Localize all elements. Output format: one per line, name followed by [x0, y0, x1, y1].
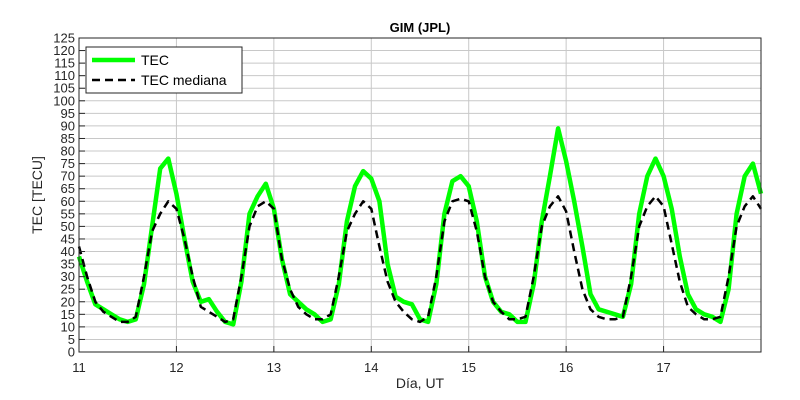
legend: TEC TEC mediana — [85, 46, 243, 94]
y-tick-label: 40 — [61, 244, 75, 259]
y-tick-label: 80 — [61, 144, 75, 159]
legend-label-tec-mediana: TEC mediana — [141, 72, 227, 88]
y-tick-label: 95 — [61, 106, 75, 121]
y-tick-label: 35 — [61, 257, 75, 272]
series-line-tec-mediana — [77, 195, 763, 324]
legend-box — [85, 46, 243, 94]
y-tick-label: 20 — [61, 294, 75, 309]
series-line-tec — [76, 126, 764, 327]
y-tick-label: 45 — [61, 231, 75, 246]
y-axis-title: TEC [TECU] — [29, 156, 45, 234]
x-tick-label: 16 — [559, 360, 573, 375]
y-tick-label: 85 — [61, 131, 75, 146]
y-tick-label: 125 — [53, 31, 75, 46]
y-tick-label: 65 — [61, 181, 75, 196]
y-tick-label: 60 — [61, 194, 75, 209]
x-tick-label: 17 — [656, 360, 670, 375]
y-tick-label: 110 — [54, 68, 75, 83]
x-tick-label: 14 — [364, 360, 378, 375]
x-tick-label: 12 — [169, 360, 183, 375]
y-tick-label: 10 — [61, 319, 75, 334]
chart-title: GIM (JPL) — [390, 20, 451, 35]
y-tick-label: 115 — [54, 56, 75, 71]
y-tick-label: 90 — [61, 118, 75, 133]
y-tick-label: 100 — [53, 93, 75, 108]
y-tick-label: 55 — [61, 206, 75, 221]
y-tick-label: 75 — [61, 156, 75, 171]
y-tick-label: 30 — [61, 269, 75, 284]
y-tick-label: 120 — [53, 43, 75, 58]
y-tick-label: 70 — [61, 169, 75, 184]
series-lines — [76, 126, 764, 327]
y-tick-label: 50 — [61, 219, 75, 234]
legend-label-tec: TEC — [141, 52, 169, 68]
y-tick-label: 0 — [68, 345, 75, 360]
plot-frame — [78, 37, 762, 353]
x-tick-label: 11 — [72, 360, 86, 375]
y-tick-label: 105 — [53, 81, 75, 96]
x-tick-label: 13 — [267, 360, 281, 375]
y-tick-label: 5 — [68, 332, 75, 347]
x-tick-label: 15 — [461, 360, 475, 375]
y-tick-label: 15 — [61, 307, 75, 322]
x-axis-title: Día, UT — [396, 375, 445, 391]
y-tick-label: 25 — [61, 282, 75, 297]
axis-ticks: 0510152025303540455055606570758085909510… — [53, 31, 671, 376]
